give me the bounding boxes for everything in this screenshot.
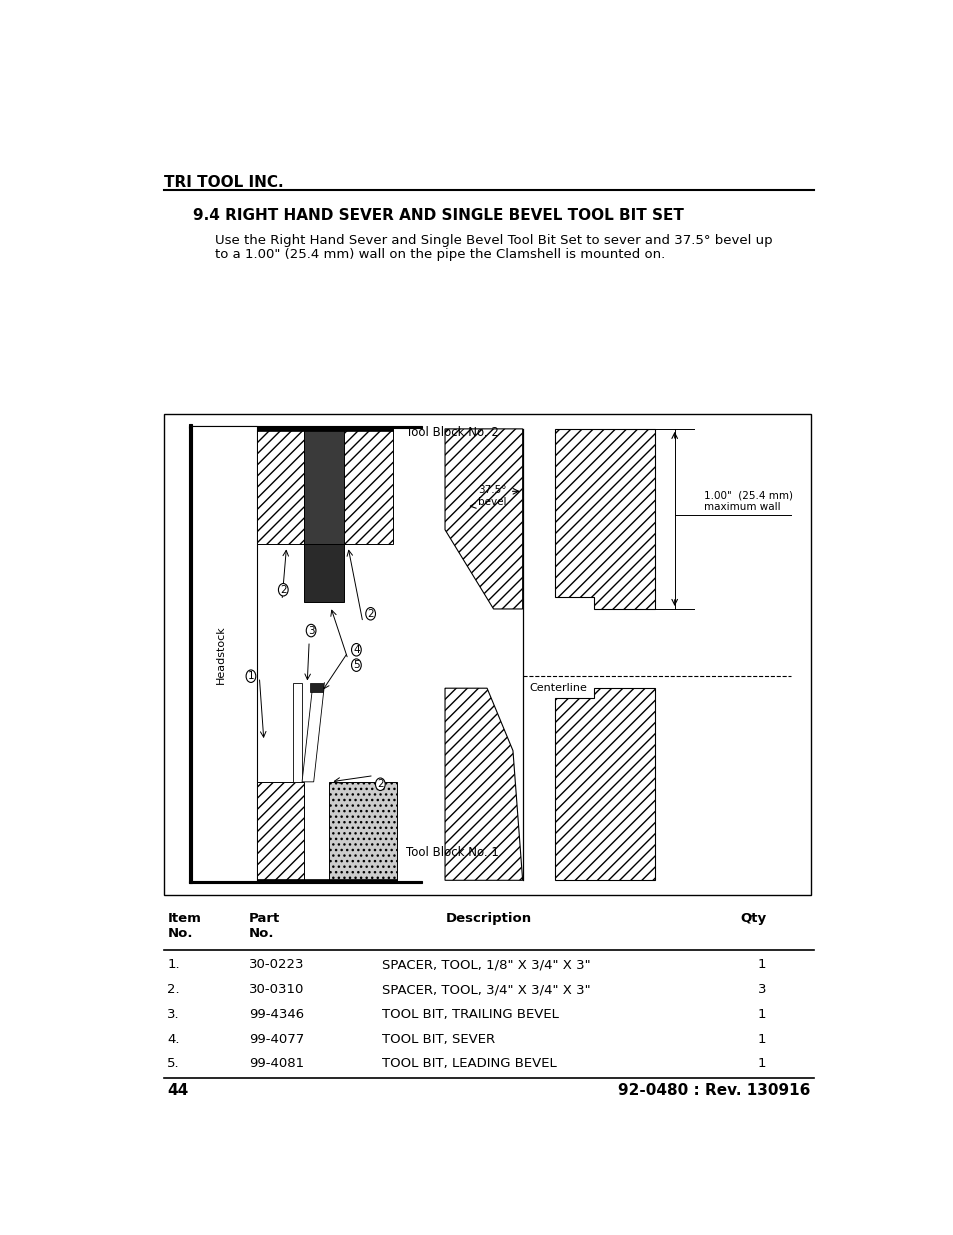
Text: Headstock: Headstock [215, 625, 225, 684]
Text: 1: 1 [757, 1057, 765, 1071]
Text: to a 1.00" (25.4 mm) wall on the pipe the Clamshell is mounted on.: to a 1.00" (25.4 mm) wall on the pipe th… [215, 248, 665, 261]
Bar [257, 879, 396, 883]
Text: 1.00"  (25.4 mm)
maximum wall: 1.00" (25.4 mm) maximum wall [703, 490, 792, 511]
Text: Tool Block No. 2: Tool Block No. 2 [406, 426, 498, 440]
Text: SPACER, TOOL, 3/4" X 3/4" X 3": SPACER, TOOL, 3/4" X 3/4" X 3" [381, 983, 590, 997]
Text: TOOL BIT, SEVER: TOOL BIT, SEVER [381, 1032, 495, 1046]
Text: 44: 44 [167, 1083, 189, 1098]
Text: 99-4081: 99-4081 [249, 1057, 303, 1071]
Circle shape [351, 643, 361, 656]
Polygon shape [302, 688, 324, 782]
Circle shape [278, 583, 288, 597]
Text: 4.: 4. [167, 1032, 179, 1046]
Text: 1: 1 [757, 958, 765, 972]
Text: TOOL BIT, LEADING BEVEL: TOOL BIT, LEADING BEVEL [381, 1057, 556, 1071]
Bar [164, 415, 810, 894]
Text: Tool Block No. 1: Tool Block No. 1 [406, 846, 498, 858]
Text: 99-4077: 99-4077 [249, 1032, 304, 1046]
Text: 4: 4 [353, 645, 359, 655]
Text: 2: 2 [376, 779, 383, 789]
Bar [293, 683, 302, 782]
Text: 9.4 RIGHT HAND SEVER AND SINGLE BEVEL TOOL BIT SET: 9.4 RIGHT HAND SEVER AND SINGLE BEVEL TO… [193, 209, 683, 224]
Bar [310, 683, 322, 692]
Bar [257, 782, 304, 883]
Text: 92-0480 : Rev. 130916: 92-0480 : Rev. 130916 [618, 1083, 810, 1098]
Text: 5.: 5. [167, 1057, 180, 1071]
Text: 2.: 2. [167, 983, 180, 997]
Text: 30-0310: 30-0310 [249, 983, 304, 997]
Circle shape [375, 778, 385, 790]
Circle shape [365, 608, 375, 620]
Bar [304, 545, 344, 601]
Text: Qty: Qty [740, 911, 765, 925]
Text: Use the Right Hand Sever and Single Bevel Tool Bit Set to sever and 37.5° bevel : Use the Right Hand Sever and Single Beve… [215, 233, 772, 247]
Text: Centerline: Centerline [529, 683, 586, 693]
Polygon shape [444, 688, 522, 881]
Bar [190, 881, 422, 883]
Text: 3: 3 [308, 626, 314, 636]
Bar [190, 424, 192, 883]
Text: 37.5°
bevel: 37.5° bevel [477, 485, 506, 506]
Text: SPACER, TOOL, 1/8" X 3/4" X 3": SPACER, TOOL, 1/8" X 3/4" X 3" [381, 958, 590, 972]
Text: 3: 3 [757, 983, 765, 997]
Circle shape [306, 625, 315, 637]
Bar [328, 782, 396, 883]
Text: Item
No.: Item No. [167, 911, 201, 940]
Text: TRI TOOL INC.: TRI TOOL INC. [164, 175, 283, 190]
Text: 2: 2 [367, 609, 374, 619]
Text: Description: Description [445, 911, 532, 925]
Polygon shape [555, 688, 655, 881]
Circle shape [246, 669, 255, 683]
Text: 1: 1 [757, 1032, 765, 1046]
Text: 1: 1 [248, 671, 254, 682]
Text: 1: 1 [757, 1008, 765, 1021]
Bar [257, 426, 393, 431]
Text: 2: 2 [279, 584, 286, 595]
Text: TOOL BIT, TRAILING BEVEL: TOOL BIT, TRAILING BEVEL [381, 1008, 558, 1021]
Bar [304, 429, 344, 545]
Bar [192, 426, 256, 881]
Bar [190, 426, 422, 427]
Bar [257, 429, 304, 545]
Text: 30-0223: 30-0223 [249, 958, 304, 972]
Text: 1.: 1. [167, 958, 180, 972]
Text: 3.: 3. [167, 1008, 180, 1021]
Polygon shape [444, 429, 522, 609]
Bar [344, 429, 393, 545]
Polygon shape [555, 429, 655, 609]
Text: Part
No.: Part No. [249, 911, 279, 940]
Circle shape [351, 659, 361, 672]
Text: 5: 5 [353, 661, 359, 671]
Text: 99-4346: 99-4346 [249, 1008, 303, 1021]
